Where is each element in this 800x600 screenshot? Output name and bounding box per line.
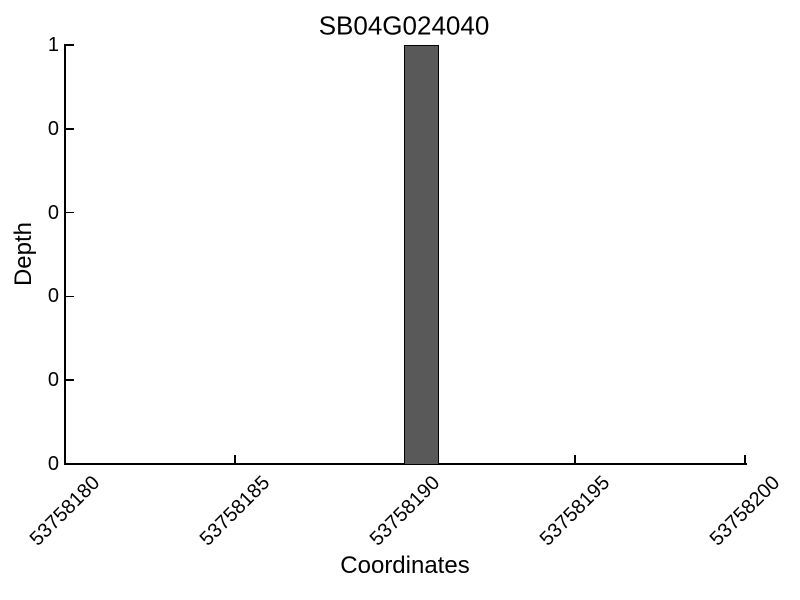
x-tick-label: 53758190 [365,471,445,551]
y-tick-label: 0 [47,201,59,224]
x-tick-mark [574,455,576,463]
x-tick-mark [64,455,66,463]
x-tick-label: 53758180 [25,471,105,551]
y-axis-label: Depth [10,221,37,287]
bar [404,45,439,465]
y-tick-label: 0 [47,453,59,475]
y-tick-mark [66,44,74,46]
y-tick-label: 0 [47,285,59,308]
y-tick-label: 0 [47,369,59,392]
x-tick-label: 53758195 [535,471,615,551]
y-tick-mark [66,211,74,214]
x-tick-mark [234,455,236,463]
y-tick-label: 1 [47,34,59,56]
x-tick-mark [744,455,746,463]
y-tick-mark [66,379,74,381]
y-tick-label: 0 [47,117,59,140]
y-tick-mark [66,128,74,130]
chart-title: SB04G024040 [318,10,490,41]
x-tick-label: 53758200 [705,471,785,551]
y-axis [64,44,66,465]
x-axis-label: Coordinates [340,552,470,579]
y-tick-mark [66,463,74,465]
x-tick-label: 53758185 [195,471,275,551]
y-tick-mark [66,295,74,298]
